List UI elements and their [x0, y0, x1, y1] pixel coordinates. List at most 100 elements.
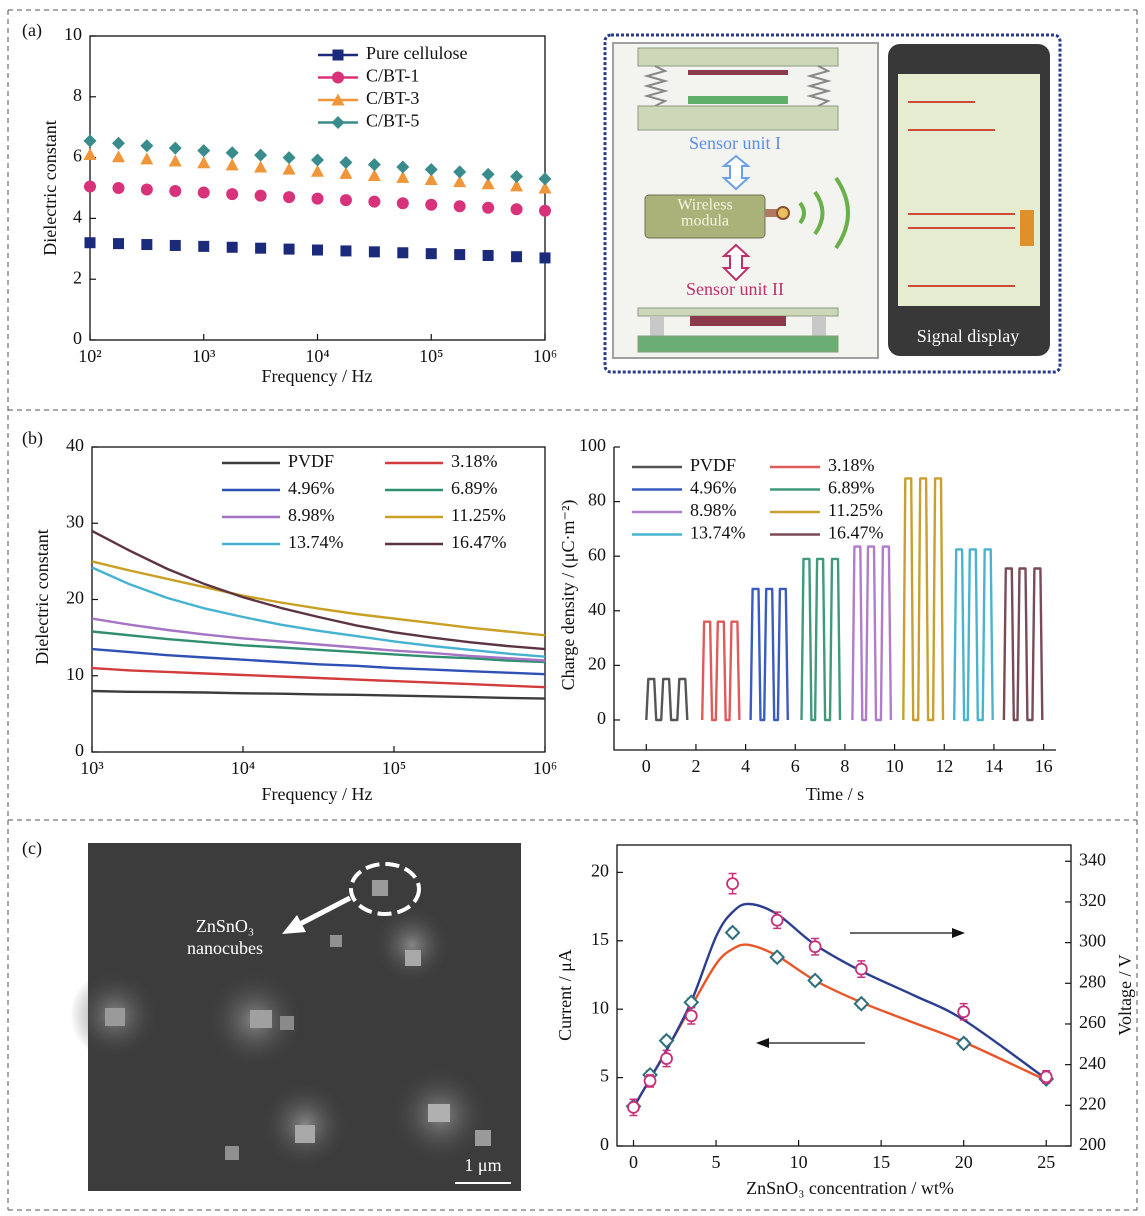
- legend-label: 11.25%: [451, 505, 506, 525]
- y-tick-label: 80: [588, 490, 606, 510]
- axis-line: [613, 447, 1056, 751]
- marker: [197, 156, 211, 169]
- y2-tick-label: 300: [1079, 931, 1106, 951]
- marker: [769, 949, 786, 966]
- panel-label: (a): [22, 20, 42, 41]
- marker: [424, 172, 438, 185]
- series-line: [91, 689, 546, 700]
- x-tick-label: 4: [741, 756, 750, 776]
- legend-label: 4.96%: [288, 478, 335, 498]
- nanocube: [280, 1016, 294, 1030]
- series-line: [851, 545, 893, 722]
- legend-label: 8.98%: [288, 505, 335, 525]
- marker: [453, 165, 467, 179]
- annotation: nanocubes: [187, 938, 263, 958]
- marker: [627, 1100, 640, 1114]
- marker: [339, 155, 353, 169]
- x-tick-label: 5: [712, 1152, 721, 1172]
- x-tick-label: 10²: [78, 346, 101, 366]
- marker: [111, 150, 125, 163]
- y-tick-label: 0: [597, 708, 606, 728]
- marker: [254, 189, 267, 202]
- legend-label: C/BT-1: [366, 66, 419, 86]
- series-line: [91, 560, 546, 637]
- arrow: [721, 243, 751, 282]
- y-tick-label: 8: [73, 85, 82, 105]
- marker: [283, 243, 295, 255]
- marker: [367, 158, 381, 172]
- marker: [807, 972, 824, 989]
- annotation-arrow-head: [756, 1038, 769, 1048]
- y2-tick-label: 240: [1079, 1053, 1106, 1073]
- legend-label: Pure cellulose: [366, 43, 467, 63]
- signal-arc: [813, 190, 825, 236]
- marker: [169, 185, 182, 198]
- label: Sensor unit II: [686, 279, 784, 299]
- marker: [1039, 1070, 1053, 1084]
- x-tick-label: 10⁶: [533, 346, 557, 366]
- marker: [198, 240, 210, 252]
- marker: [726, 877, 739, 891]
- marker: [111, 136, 125, 150]
- marker: [84, 237, 96, 249]
- plate: [637, 335, 839, 353]
- nanocube: [250, 1010, 272, 1028]
- x-tick-label: 10³: [192, 346, 216, 366]
- y-tick-label: 100: [579, 435, 606, 455]
- y-tick-label: 20: [66, 588, 84, 608]
- series-line: [91, 630, 546, 664]
- y-tick-label: 40: [588, 599, 606, 619]
- pillar: [812, 316, 826, 336]
- y-tick-label: 6: [73, 146, 82, 166]
- marker: [311, 164, 324, 177]
- screen-button: [1020, 210, 1034, 246]
- marker: [482, 249, 494, 261]
- legend-label: C/BT-5: [366, 111, 419, 131]
- plot-frame: [616, 844, 1072, 1147]
- marker: [332, 49, 344, 61]
- x-axis-label: ZnSnO₃ concentration / wt%: [746, 1178, 954, 1198]
- marker: [368, 195, 381, 208]
- y-tick-label: 0: [73, 328, 82, 348]
- marker: [396, 170, 410, 183]
- plot-frame: [89, 35, 546, 341]
- label: modula: [681, 213, 729, 230]
- marker: [453, 175, 467, 188]
- series-line: [645, 677, 689, 722]
- y-tick-label: 20: [588, 654, 606, 674]
- nanocube: [405, 950, 421, 966]
- marker: [339, 194, 352, 207]
- marker: [957, 1005, 971, 1019]
- marker: [684, 1009, 698, 1023]
- y-tick-label: 4: [73, 207, 82, 227]
- y-axis-label: Dielectric constant: [40, 120, 60, 255]
- legend-label: 13.74%: [288, 532, 344, 552]
- marker: [538, 181, 552, 194]
- label: Signal display: [917, 326, 1020, 346]
- series-line: [953, 548, 994, 722]
- x-tick-label: 10⁵: [419, 346, 443, 366]
- legend-label: 6.89%: [828, 478, 875, 498]
- y-tick-label: 10: [591, 997, 609, 1017]
- marker: [282, 151, 296, 165]
- y2-tick-label: 340: [1079, 849, 1106, 869]
- marker: [84, 180, 96, 193]
- marker: [340, 245, 352, 257]
- marker: [254, 160, 268, 173]
- marker: [510, 169, 524, 183]
- y-axis-label: Charge density / (μC·m⁻²): [558, 500, 579, 691]
- x-tick-label: 10³: [80, 758, 104, 778]
- y2-tick-label: 220: [1079, 1093, 1106, 1113]
- film: [688, 96, 788, 104]
- marker: [332, 71, 344, 84]
- series-line: [749, 587, 789, 722]
- marker: [770, 913, 784, 927]
- nanocube: [330, 935, 342, 947]
- x-tick-label: 10: [886, 756, 904, 776]
- legend-label: PVDF: [288, 451, 334, 471]
- y2-tick-label: 320: [1079, 890, 1106, 910]
- marker: [367, 169, 381, 182]
- marker: [397, 247, 409, 259]
- sensor-diagram: Sensor unit I Wireless modula Sensor uni…: [603, 33, 1062, 374]
